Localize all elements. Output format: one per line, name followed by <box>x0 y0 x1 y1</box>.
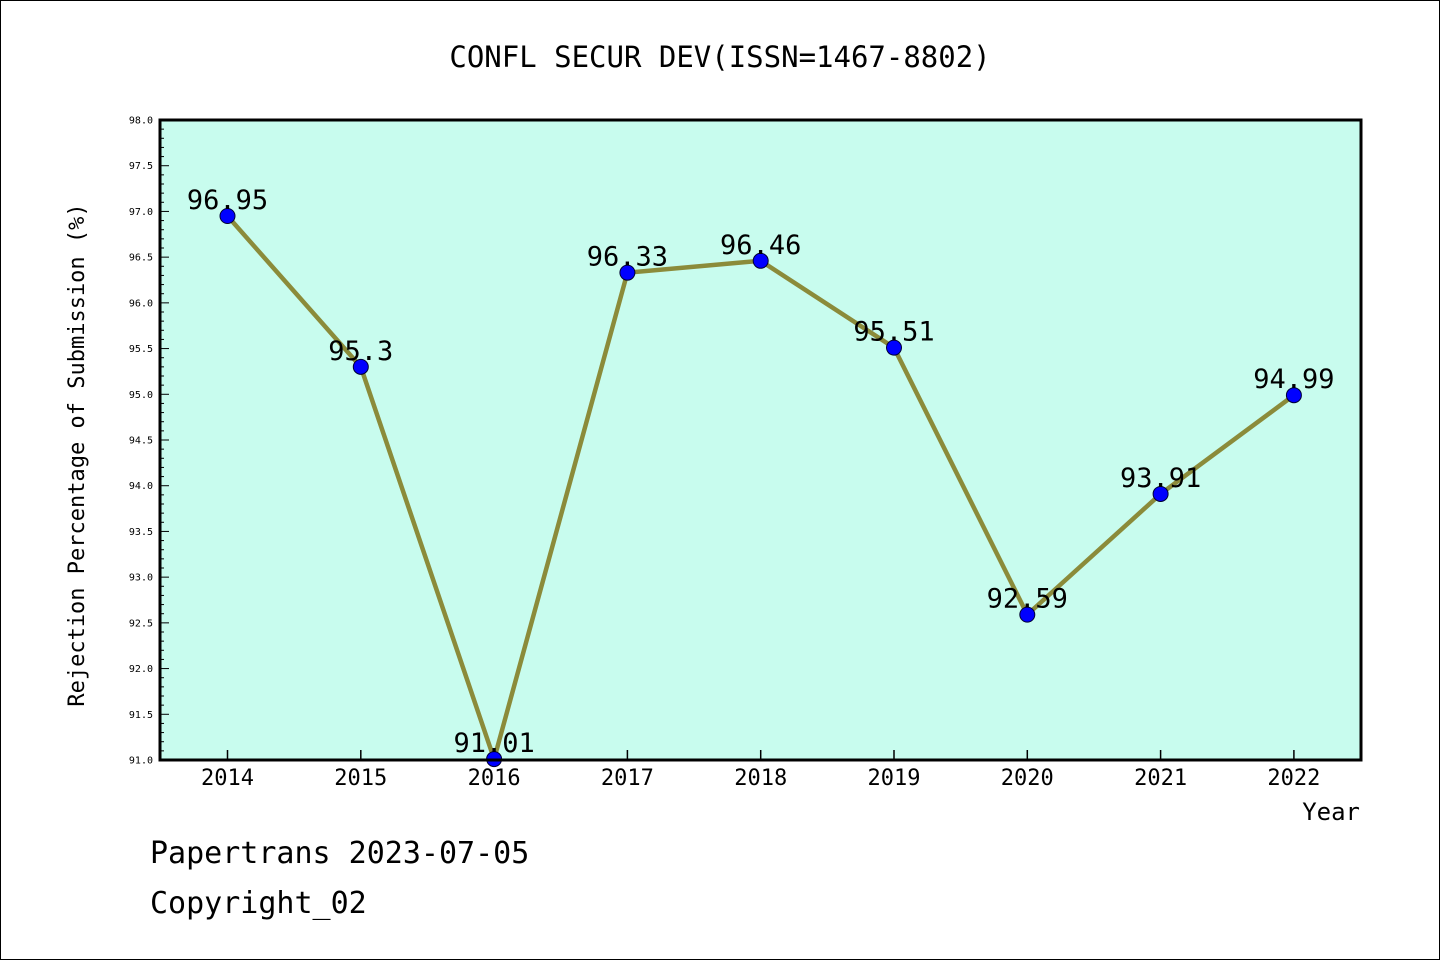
x-tick-label: 2018 <box>734 766 787 791</box>
y-tick-label: 97.0 <box>129 207 153 218</box>
y-tick-label: 97.5 <box>129 161 153 172</box>
y-tick-label: 92.0 <box>129 664 153 675</box>
data-labels: 96.95 95.3 91.01 96.33 96.46 95.51 92.59 93.91 9… <box>187 185 1335 759</box>
y-axis-label: Rejection Percentage of Submission (%) <box>65 203 90 706</box>
y-tick-label: 96.5 <box>129 253 153 264</box>
y-tick-label: 98.0 <box>129 116 153 127</box>
data-label: 94.99 <box>1253 364 1334 395</box>
data-label: 96.95 <box>187 185 268 216</box>
footer-date-line: Papertrans 2023-07-05 <box>150 836 530 871</box>
y-tick-label: 93.5 <box>129 527 153 538</box>
x-tick-label: 2020 <box>1001 766 1054 791</box>
y-tick-label: 92.5 <box>129 618 153 629</box>
data-label: 93.91 <box>1120 463 1201 494</box>
data-point <box>1152 485 1169 502</box>
series-rejection-percentage <box>219 208 1302 768</box>
y-tick-label: 94.5 <box>129 436 153 447</box>
x-tick-label: 2014 <box>201 766 254 791</box>
y-tick-label: 91.0 <box>129 756 153 767</box>
x-axis-label: Year <box>1302 798 1360 826</box>
x-tick-label: 2016 <box>468 766 521 791</box>
footer-copyright-line: Copyright_02 <box>150 886 367 921</box>
data-label: 91.01 <box>453 728 534 759</box>
y-tick-label: 95.5 <box>129 344 153 355</box>
y-tick-label: 93.0 <box>129 573 153 584</box>
y-tick-label: 95.0 <box>129 390 153 401</box>
data-label: 95.3 <box>328 336 393 367</box>
data-label: 96.46 <box>720 230 801 261</box>
data-label: 96.33 <box>587 242 668 273</box>
plot-area <box>160 120 1361 760</box>
data-point <box>619 264 636 281</box>
x-axis-ticks: 2014 2015 2016 2017 2018 2019 2020 2021 2022 <box>201 750 1320 791</box>
data-point <box>1019 606 1036 623</box>
y-tick-label: 94.0 <box>129 481 153 492</box>
data-point <box>219 208 236 224</box>
x-tick-label: 2015 <box>334 766 387 791</box>
data-label: 92.59 <box>987 584 1068 615</box>
chart-title: CONFL SECUR DEV(ISSN=1467-8802) <box>449 40 990 74</box>
y-axis-ticks: 91.0 91.5 92.0 92.5 93.0 93.5 94.0 94.5 95.0 95.5… <box>129 116 169 767</box>
x-tick-label: 2017 <box>601 766 654 791</box>
data-label: 95.51 <box>853 317 934 348</box>
data-point <box>352 358 369 375</box>
data-point <box>752 252 769 269</box>
x-tick-label: 2021 <box>1134 766 1187 791</box>
data-point <box>1285 387 1302 404</box>
data-point <box>886 339 902 356</box>
x-tick-label: 2019 <box>868 766 921 791</box>
plot-border <box>158 118 1363 762</box>
x-tick-label: 2022 <box>1267 766 1320 791</box>
y-tick-label: 96.0 <box>129 298 153 309</box>
y-tick-label: 91.5 <box>129 710 153 721</box>
